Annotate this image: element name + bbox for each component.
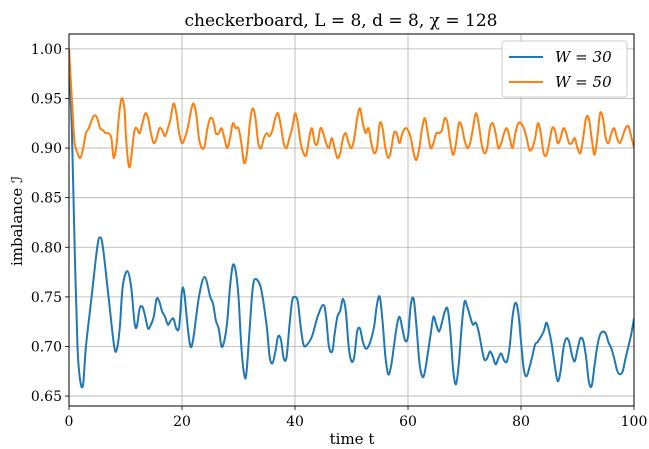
x-tick-label: 0 bbox=[65, 414, 74, 430]
x-tick-label: 60 bbox=[399, 414, 417, 430]
series-line-w50 bbox=[69, 48, 634, 169]
y-tick-label: 0.95 bbox=[31, 91, 62, 107]
y-tick-label: 0.80 bbox=[31, 240, 62, 256]
y-tick-label: 0.75 bbox=[31, 290, 62, 306]
series-line-w30 bbox=[69, 48, 634, 389]
x-tick-label: 40 bbox=[286, 414, 304, 430]
y-tick-label: 0.65 bbox=[31, 389, 62, 405]
axis-ticks: 0 20 40 60 80 100 0.65 0.70 0.75 0.80 0.85 0.90 0.95… bbox=[31, 42, 648, 430]
chart-title: checkerboard, L = 8, d = 8, χ = 128 bbox=[185, 11, 498, 31]
y-tick-label: 1.00 bbox=[31, 42, 62, 58]
plot-frame bbox=[68, 33, 635, 407]
legend: W = 30 W = 50 bbox=[501, 40, 628, 98]
y-axis-label: imbalance ℐ bbox=[8, 176, 26, 266]
legend-label-w30: W = 30 bbox=[555, 48, 612, 66]
y-tick-label: 0.70 bbox=[31, 339, 62, 355]
x-tick-label: 100 bbox=[621, 414, 648, 430]
x-tick-label: 20 bbox=[173, 414, 191, 430]
legend-label-w50: W = 50 bbox=[555, 73, 612, 91]
series-lines bbox=[69, 48, 634, 389]
x-tick-label: 80 bbox=[512, 414, 530, 430]
y-tick-label: 0.90 bbox=[31, 141, 62, 157]
x-axis-label: time t bbox=[330, 430, 375, 448]
y-tick-label: 0.85 bbox=[31, 191, 62, 207]
